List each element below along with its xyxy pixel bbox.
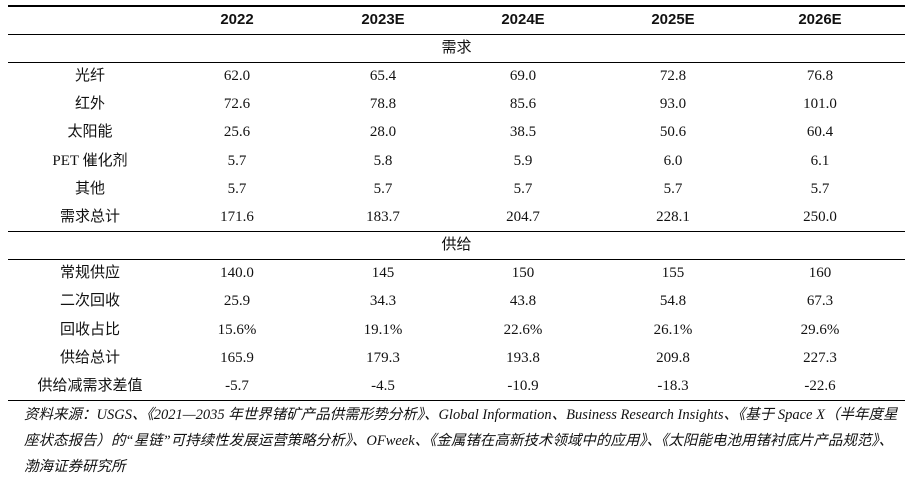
column-header: 2024E xyxy=(501,11,545,28)
table-cell: 72.6 xyxy=(223,96,251,113)
column-header: 2026E xyxy=(798,11,842,28)
table-cell: 26.1% xyxy=(653,321,693,338)
table-cell: 25.6 xyxy=(223,124,251,141)
source-note: 资料来源：USGS、《2021—2035 年世界锗矿产品供需形势分析》、Glob… xyxy=(24,407,898,475)
table-cell: 5.7 xyxy=(373,180,393,197)
table-cell: -5.7 xyxy=(225,378,249,394)
table-cell: 34.3 xyxy=(369,293,397,310)
row-label: 回收占比 xyxy=(59,321,120,338)
table-cell: 209.8 xyxy=(656,349,690,366)
rule xyxy=(8,231,905,232)
table-cell: 65.4 xyxy=(369,68,397,84)
row-label: 需求总计 xyxy=(59,209,120,225)
row-label: 太阳能 xyxy=(67,124,113,141)
table-cell: 165.9 xyxy=(220,349,254,366)
table-cell: 171.6 xyxy=(220,209,254,225)
row-label: 二次回收 xyxy=(59,293,120,310)
table-cell: -22.6 xyxy=(804,378,836,394)
table-cell: 204.7 xyxy=(506,209,540,225)
table-cell: 6.0 xyxy=(663,152,683,169)
table-cell: 69.0 xyxy=(509,68,537,84)
table-cell: 5.7 xyxy=(227,180,247,197)
table-cell: 228.1 xyxy=(656,209,690,225)
rule xyxy=(8,5,905,7)
column-header: 2022 xyxy=(220,11,254,28)
table-cell: 62.0 xyxy=(223,68,251,84)
section-title: 供给 xyxy=(441,237,472,254)
table-cell: 22.6% xyxy=(503,321,543,338)
table-cell: 5.7 xyxy=(663,180,683,197)
table-cell: -18.3 xyxy=(657,378,689,394)
table-cell: 15.6% xyxy=(217,321,257,338)
row-label: 其他 xyxy=(74,180,105,197)
table-cell: 5.7 xyxy=(227,152,247,169)
section-title: 需求 xyxy=(441,40,472,56)
rule xyxy=(8,34,905,35)
table-cell: 5.7 xyxy=(810,180,830,197)
table-cell: 78.8 xyxy=(369,96,397,113)
column-header: 2025E xyxy=(651,11,695,28)
table-cell: 43.8 xyxy=(509,293,537,310)
table-cell: 5.8 xyxy=(373,152,393,169)
table-cell: 85.6 xyxy=(509,96,537,113)
table-cell: 101.0 xyxy=(803,96,837,113)
table-cell: 140.0 xyxy=(220,265,254,282)
rule xyxy=(8,259,905,261)
table-cell: 5.7 xyxy=(513,180,533,197)
table-cell: 150 xyxy=(511,265,535,282)
table-cell: 227.3 xyxy=(803,349,837,366)
table-cell: 155 xyxy=(661,265,685,282)
table-cell: 28.0 xyxy=(369,124,397,141)
table-cell: 6.1 xyxy=(810,152,830,169)
table-cell: 250.0 xyxy=(803,209,837,225)
table-cell: 145 xyxy=(371,265,395,282)
table-cell: 72.8 xyxy=(659,68,687,84)
row-label: 供给总计 xyxy=(59,349,120,366)
row-label: 供给减需求差值 xyxy=(37,378,143,394)
table-cell: 193.8 xyxy=(506,349,540,366)
row-label: PET 催化剂 xyxy=(52,152,128,169)
rule xyxy=(8,62,905,63)
table-cell: 60.4 xyxy=(806,124,834,141)
rule xyxy=(8,400,905,401)
table-cell: 19.1% xyxy=(363,321,403,338)
table-cell: 93.0 xyxy=(659,96,687,113)
table-cell: 54.8 xyxy=(659,293,687,310)
table-cell: 183.7 xyxy=(366,209,400,225)
table-cell: -4.5 xyxy=(371,378,395,394)
table-cell: 29.6% xyxy=(800,321,840,338)
table-cell: 25.9 xyxy=(223,293,251,310)
table-cell: 67.3 xyxy=(806,293,834,310)
column-header: 2023E xyxy=(361,11,405,28)
table-cell: 76.8 xyxy=(806,68,834,84)
row-label: 红外 xyxy=(74,96,105,113)
row-label: 常规供应 xyxy=(59,265,120,282)
table-cell: -10.9 xyxy=(507,378,539,394)
table-cell: 179.3 xyxy=(366,349,400,366)
table-cell: 38.5 xyxy=(509,124,537,141)
table-cell: 50.6 xyxy=(659,124,687,141)
table-cell: 160 xyxy=(808,265,832,282)
row-label: 光纤 xyxy=(74,68,105,84)
table-cell: 5.9 xyxy=(513,152,533,169)
